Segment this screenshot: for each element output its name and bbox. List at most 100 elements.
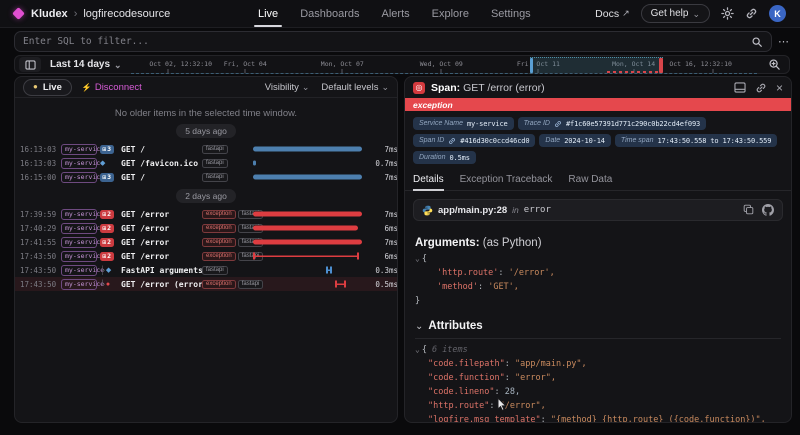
service-pill[interactable]: my-service <box>61 171 104 183</box>
live-toggle[interactable]: ● Live <box>23 78 72 96</box>
row-time: 16:13:03 <box>20 158 57 168</box>
dock-panel-icon[interactable] <box>734 82 746 93</box>
tag-fastapi[interactable]: fastapi <box>237 279 264 289</box>
tick-mark <box>537 68 539 73</box>
disconnect-button[interactable]: ⚡ Disconnect <box>81 81 142 93</box>
tab-exception-traceback[interactable]: Exception Traceback <box>459 174 553 185</box>
log-row[interactable]: 17:41:55 my-service ⊞ 2 GET /error except… <box>15 235 397 249</box>
service-pill[interactable]: my-service <box>61 264 104 276</box>
code-location-card[interactable]: app/main.py:28 in error <box>413 199 783 221</box>
user-avatar[interactable]: K <box>769 5 786 22</box>
span-id-chip[interactable]: Span ID #416d30c0ccd46cd0 <box>413 134 536 147</box>
tag-exception[interactable]: exception <box>202 251 236 261</box>
span-message: GET /error <box>121 237 170 247</box>
log-row[interactable]: 17:43:50 my-service ├ ◆ FastAPI arguments… <box>15 263 397 277</box>
timeline-tick: Oct 02, 12:32:10 <box>149 59 212 68</box>
zoom-in-button[interactable] <box>763 57 785 72</box>
service-pill[interactable]: my-service <box>61 278 104 290</box>
selection-right-handle[interactable] <box>659 57 664 73</box>
timeline-bar: Last 14 days ⌄ Oct 02, 12:32:10 Fri, Oct… <box>14 55 790 74</box>
selection-left-handle[interactable] <box>529 57 533 73</box>
log-row[interactable]: 16:13:03 my-service ⊞ 3 GET / fastapi 7ms <box>15 142 397 156</box>
get-help-button[interactable]: Get help ⌄ <box>640 4 710 23</box>
tag-fastapi[interactable]: fastapi <box>202 172 228 182</box>
duration-bar[interactable] <box>253 174 362 180</box>
span-message: GET / <box>121 172 146 182</box>
duration-bar[interactable] <box>253 160 256 166</box>
visibility-dropdown[interactable]: Visibility ⌄ <box>264 81 310 93</box>
duration-bar[interactable] <box>253 239 362 245</box>
time-range-select[interactable]: Last 14 days ⌄ <box>50 59 122 70</box>
collapse-caret-icon[interactable]: ⌄ <box>415 254 420 263</box>
copy-link-icon[interactable] <box>755 82 767 94</box>
duration-chip: Duration 0.5ms <box>413 151 476 164</box>
tick-mark <box>712 68 714 73</box>
expand-children-badge[interactable]: ⊞ 2 <box>100 251 114 261</box>
more-options-button[interactable]: ⋯ <box>778 36 790 48</box>
span-diamond-icon: ◆ <box>105 267 112 274</box>
service-pill[interactable]: my-service <box>61 250 104 262</box>
tab-live[interactable]: Live <box>253 0 283 28</box>
expand-children-badge[interactable]: ⊞ 2 <box>100 223 114 233</box>
search-icon[interactable] <box>751 36 763 48</box>
expand-children-badge[interactable]: ⊞ 3 <box>100 144 114 154</box>
collapse-caret-icon[interactable]: ⌄ <box>415 345 420 354</box>
timeline-selection[interactable] <box>529 56 664 73</box>
tab-raw-data[interactable]: Raw Data <box>568 174 613 185</box>
tag-exception[interactable]: exception <box>202 209 236 219</box>
sql-filter-input[interactable] <box>23 36 751 47</box>
duration-bar[interactable] <box>334 280 346 288</box>
tag-exception[interactable]: exception <box>202 223 236 233</box>
tab-alerts[interactable]: Alerts <box>381 8 410 20</box>
tab-explore[interactable]: Explore <box>431 8 469 20</box>
timeline-plot[interactable]: Oct 02, 12:32:10 Fri, Oct 04 Mon, Oct 07… <box>130 56 757 74</box>
theme-toggle-button[interactable] <box>721 7 734 20</box>
service-pill[interactable]: my-service <box>61 222 104 234</box>
log-row-selected[interactable]: 17:43:50 my-service └ ● GET /error (error… <box>15 277 397 291</box>
mouse-cursor <box>497 397 508 412</box>
docs-link[interactable]: Docs ↗ <box>595 7 630 20</box>
trace-id-chip[interactable]: Trace ID #f1c60e57391d771c290c0b22cd4ef0… <box>517 117 707 130</box>
service-pill[interactable]: my-service <box>61 157 104 169</box>
breadcrumb-project[interactable]: logfirecodesource <box>83 7 171 20</box>
timeline-tick: Fri, Oct 04 <box>223 59 267 68</box>
attributes-heading[interactable]: ⌄ Attributes <box>415 320 483 332</box>
duration-bar[interactable] <box>253 252 360 260</box>
tab-dashboards[interactable]: Dashboards <box>300 8 360 20</box>
row-duration: 0.7ms <box>375 158 398 168</box>
tag-exception[interactable]: exception <box>202 279 236 289</box>
tag-fastapi[interactable]: fastapi <box>202 158 228 168</box>
expand-children-badge[interactable]: ⊞ 2 <box>100 237 114 247</box>
service-pill[interactable]: my-service <box>61 236 104 248</box>
log-row[interactable]: 16:13:03 my-service ◆ GET /favicon.ico f… <box>15 156 397 170</box>
log-row[interactable]: 17:43:50 my-service ⊞ 2 GET /error except… <box>15 249 397 263</box>
service-pill[interactable]: my-service <box>61 143 104 155</box>
span-title: Span: GET /error (error) <box>431 81 545 94</box>
log-row[interactable]: 16:15:00 my-service ⊞ 3 GET / fastapi 7ms <box>15 170 397 184</box>
tag-fastapi[interactable]: fastapi <box>202 265 228 275</box>
duration-bar[interactable] <box>253 225 359 231</box>
tab-settings[interactable]: Settings <box>490 8 531 20</box>
tab-details[interactable]: Details <box>413 171 444 191</box>
duration-bar[interactable] <box>253 146 362 152</box>
log-row[interactable]: 17:39:59 my-service ⊞ 2 GET /error except… <box>15 207 397 221</box>
tree-branch-icon: ├ <box>100 265 105 275</box>
service-pill[interactable]: my-service <box>61 208 104 220</box>
timeline-tick: Mon, Oct 07 <box>320 59 364 68</box>
breadcrumb-org[interactable]: Kludex <box>31 7 68 20</box>
timeline-tick: Fri, Oct 11 <box>516 59 560 68</box>
logfire-logo-icon[interactable] <box>12 7 25 20</box>
expand-children-badge[interactable]: ⊞ 3 <box>100 172 114 182</box>
row-duration: 6ms <box>384 251 398 261</box>
tag-exception[interactable]: exception <box>202 237 236 247</box>
log-row[interactable]: 17:40:29 my-service ⊞ 2 GET /error except… <box>15 221 397 235</box>
share-link-icon[interactable] <box>745 7 758 20</box>
copy-icon[interactable] <box>743 204 754 216</box>
duration-bar[interactable] <box>325 266 332 274</box>
sidebar-toggle-button[interactable] <box>19 57 41 72</box>
tag-fastapi[interactable]: fastapi <box>202 144 228 154</box>
expand-children-badge[interactable]: ⊞ 2 <box>100 209 114 219</box>
levels-dropdown[interactable]: Default levels ⌄ <box>321 81 389 93</box>
duration-bar[interactable] <box>253 211 362 217</box>
github-icon[interactable] <box>762 204 774 216</box>
